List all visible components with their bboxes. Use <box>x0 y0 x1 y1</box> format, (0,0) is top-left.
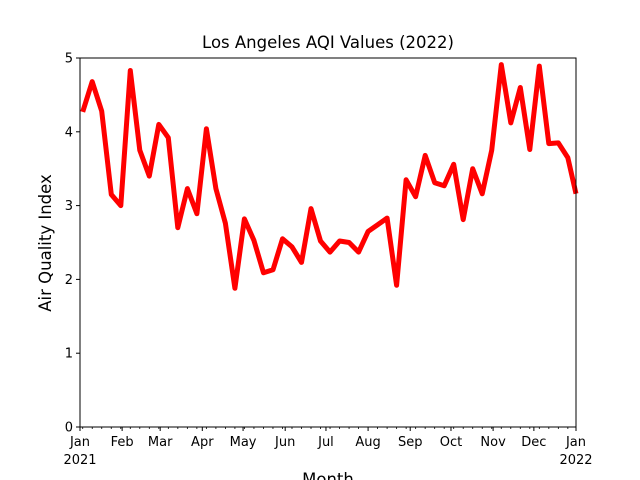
x-tick-label: May <box>230 435 257 450</box>
aqi-series-line <box>80 62 579 291</box>
y-tick-label: 5 <box>65 52 73 67</box>
y-tick-label: 2 <box>65 273 73 288</box>
plot-frame <box>79 57 577 428</box>
x-tick-label: Dec <box>521 435 546 450</box>
x-tick-label: Apr <box>191 435 214 450</box>
x-tick-label: Aug <box>355 435 380 450</box>
x-tick-year-label: 2021 <box>63 453 96 468</box>
x-ticks: Jan 2021 Feb Mar Apr May Jun Jul Aug Sep Oct Nov Dec… <box>63 427 593 468</box>
y-tick-label: 1 <box>65 347 73 362</box>
y-axis-label: Air Quality Index <box>36 174 55 312</box>
y-tick-label: 4 <box>65 125 73 140</box>
x-tick-label: Jun <box>274 435 295 450</box>
x-tick-label: Jul <box>317 435 334 450</box>
y-tick-label: 3 <box>65 199 73 214</box>
x-tick-label: Jan <box>69 435 90 450</box>
x-tick-year-label: 2022 <box>559 453 592 468</box>
x-tick-label: Mar <box>148 435 173 450</box>
x-tick-label: Feb <box>111 435 134 450</box>
x-tick-label: Sep <box>398 435 423 450</box>
y-ticks: 0 1 2 3 4 5 <box>65 52 80 436</box>
x-axis-label: Month <box>302 470 354 480</box>
x-tick-label: Nov <box>480 435 506 450</box>
y-tick-label: 0 <box>65 421 73 436</box>
x-tick-label: Jan <box>565 435 586 450</box>
x-tick-label: Oct <box>440 435 462 450</box>
chart-title: Los Angeles AQI Values (2022) <box>202 33 454 52</box>
